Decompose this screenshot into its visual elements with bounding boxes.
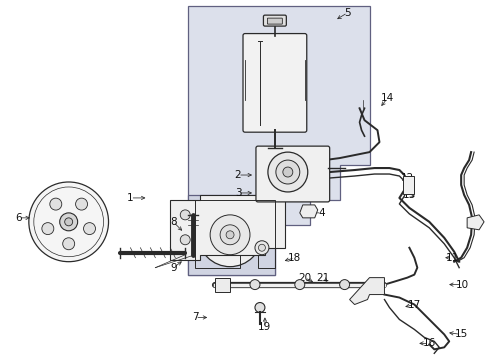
Circle shape (220, 225, 240, 245)
FancyBboxPatch shape (243, 33, 307, 132)
Circle shape (250, 280, 260, 289)
Text: 19: 19 (258, 323, 271, 332)
Circle shape (258, 244, 266, 251)
Polygon shape (467, 215, 484, 230)
Circle shape (42, 222, 54, 235)
Polygon shape (349, 278, 385, 305)
Text: 8: 8 (170, 217, 176, 227)
Text: 2: 2 (235, 170, 242, 180)
Text: 21: 21 (316, 273, 329, 283)
Text: 14: 14 (381, 93, 394, 103)
FancyBboxPatch shape (403, 176, 414, 194)
Circle shape (180, 210, 190, 220)
Text: 4: 4 (318, 208, 325, 218)
Circle shape (29, 182, 108, 262)
Text: 9: 9 (170, 263, 176, 273)
Circle shape (65, 218, 73, 226)
Circle shape (198, 203, 262, 267)
Circle shape (84, 222, 96, 235)
Text: 1: 1 (127, 193, 134, 203)
Circle shape (226, 231, 234, 239)
Circle shape (75, 198, 88, 210)
FancyBboxPatch shape (264, 15, 286, 26)
Text: 20: 20 (298, 273, 311, 283)
Polygon shape (171, 195, 285, 260)
Circle shape (340, 280, 349, 289)
Circle shape (268, 152, 308, 192)
Text: 10: 10 (456, 280, 469, 289)
Circle shape (180, 235, 190, 245)
Text: 7: 7 (192, 312, 198, 323)
Circle shape (255, 241, 269, 255)
Polygon shape (215, 278, 230, 292)
FancyBboxPatch shape (268, 18, 282, 24)
Polygon shape (188, 195, 275, 275)
Text: 11: 11 (445, 253, 459, 263)
Text: 16: 16 (423, 338, 436, 348)
Polygon shape (300, 205, 318, 218)
Circle shape (255, 302, 265, 312)
FancyBboxPatch shape (256, 146, 330, 202)
Text: 13: 13 (403, 190, 416, 200)
Circle shape (276, 160, 300, 184)
Text: 12: 12 (401, 173, 414, 183)
Circle shape (210, 215, 250, 255)
Text: 3: 3 (235, 188, 242, 198)
Text: 6: 6 (16, 213, 22, 223)
Text: 5: 5 (344, 8, 351, 18)
Polygon shape (188, 6, 369, 275)
Text: 17: 17 (408, 300, 421, 310)
Text: 18: 18 (288, 253, 301, 263)
Circle shape (50, 198, 62, 210)
Circle shape (60, 213, 77, 231)
Circle shape (63, 238, 74, 250)
Text: 15: 15 (455, 329, 468, 339)
Circle shape (283, 167, 293, 177)
Circle shape (295, 280, 305, 289)
